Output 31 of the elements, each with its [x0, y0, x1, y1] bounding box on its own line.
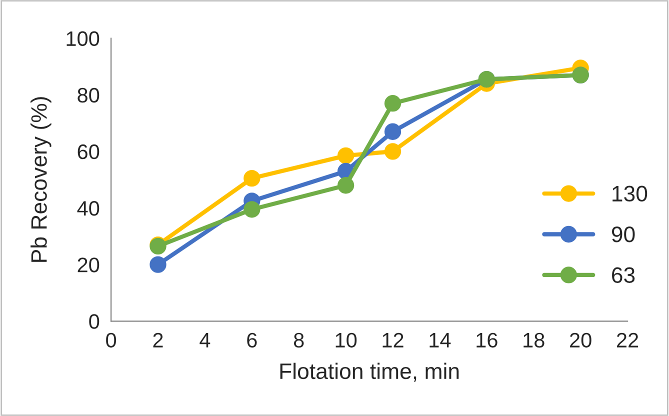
y-tick-label: 60: [78, 144, 100, 160]
point: [384, 95, 402, 112]
y-tick-label: 100: [66, 31, 100, 46]
point: [150, 256, 166, 273]
x-tick-label: 22: [616, 332, 638, 348]
x-tick-label: 14: [430, 333, 451, 348]
x-tick-label: 20: [570, 332, 592, 348]
x-tick-label: 2: [153, 332, 163, 348]
point: [337, 147, 354, 164]
y-tick-label: 0: [89, 314, 100, 329]
x-tick-label: 18: [524, 332, 544, 348]
point: [337, 177, 354, 194]
x-tick-label: 12: [382, 332, 404, 348]
x-tick-label: 8: [294, 332, 304, 348]
x-tick-label: 0: [106, 332, 116, 348]
y-axis-title: Pb Recovery (%): [30, 97, 52, 262]
x-axis-title: Flotation time, min: [280, 362, 459, 382]
y-tick-label: 40: [77, 201, 100, 216]
point: [384, 143, 402, 160]
y-tick-label: 20: [78, 258, 100, 272]
x-tick-label: 6: [247, 332, 257, 348]
point: [384, 123, 402, 140]
x-tick-label: 4: [200, 333, 210, 348]
legend-label: 130: [612, 186, 648, 202]
point: [244, 201, 260, 218]
legend-label: 63: [612, 267, 635, 283]
point: [244, 170, 260, 187]
x-tick-label: 16: [476, 332, 498, 348]
y-tick-label: 80: [78, 88, 100, 103]
legend-label: 90: [612, 226, 635, 242]
x-tick-label: 10: [336, 332, 357, 348]
